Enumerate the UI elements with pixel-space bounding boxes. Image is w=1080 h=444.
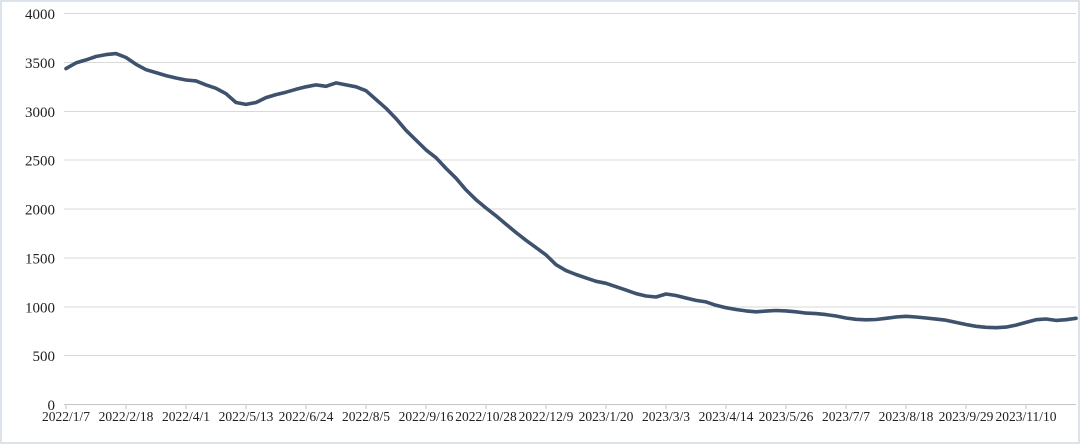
y-axis-tick-label: 3000 (25, 105, 55, 121)
x-axis-tick-label: 2023/7/7 (822, 409, 870, 424)
y-axis-tick-label: 500 (33, 349, 56, 365)
y-axis-tick-label: 1500 (25, 251, 55, 267)
y-axis-tick-label: 2500 (25, 154, 55, 170)
x-axis-tick-label: 2023/8/18 (879, 409, 934, 424)
x-axis-tick-label: 2023/4/14 (699, 409, 754, 424)
y-axis-tick-label: 1000 (25, 300, 55, 316)
x-axis-tick-label: 2023/1/20 (579, 409, 634, 424)
y-axis-tick-label: 4000 (25, 7, 55, 23)
x-axis-tick-label: 2022/10/28 (455, 409, 517, 424)
x-axis-tick-label: 2022/8/5 (342, 409, 390, 424)
x-axis-tick-label: 2022/5/13 (219, 409, 274, 424)
y-axis-tick-label: 0 (48, 398, 56, 414)
x-axis-tick-label: 2023/3/3 (642, 409, 690, 424)
x-axis-tick-label: 2022/1/7 (42, 409, 90, 424)
x-axis-tick-label: 2023/5/26 (759, 409, 814, 424)
x-axis-tick-label: 2022/6/24 (279, 409, 334, 424)
data-series-line (64, 51, 1078, 330)
x-axis-tick-label: 2023/9/29 (939, 409, 994, 424)
x-axis-tick-label: 2022/4/1 (162, 409, 210, 424)
x-axis-tick-label: 2022/9/16 (399, 409, 454, 424)
x-axis-tick-label: 2022/12/9 (519, 409, 574, 424)
x-axis-tick-label: 2023/11/10 (995, 409, 1056, 424)
y-axis-tick-label: 3500 (25, 56, 55, 72)
x-axis-tick-label: 2022/2/18 (99, 409, 154, 424)
y-axis-tick-label: 2000 (25, 203, 55, 219)
